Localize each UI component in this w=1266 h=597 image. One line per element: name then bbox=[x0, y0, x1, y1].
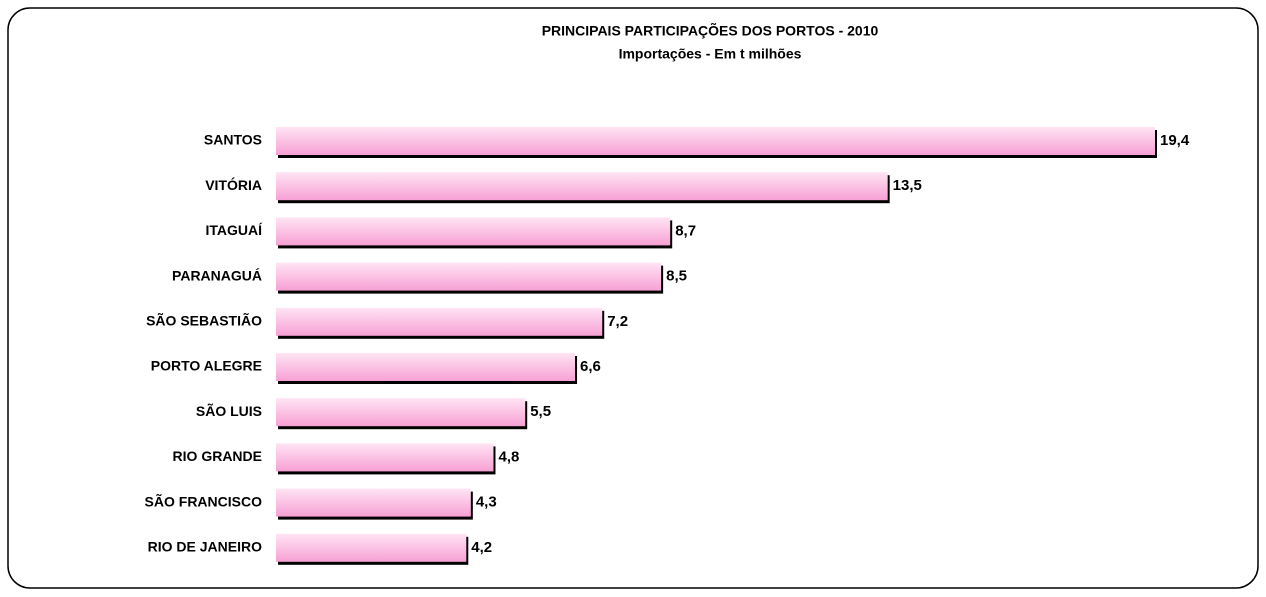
value-label: 8,5 bbox=[666, 268, 687, 285]
bar bbox=[276, 533, 467, 562]
value-label: 8,7 bbox=[675, 222, 696, 239]
bar bbox=[276, 443, 494, 472]
bar bbox=[276, 217, 671, 246]
category-label: SÃO LUIS bbox=[196, 402, 262, 419]
bar bbox=[276, 353, 576, 381]
category-label: VITÓRIA bbox=[205, 176, 262, 193]
chart-title: PRINCIPAIS PARTICIPAÇÕES DOS PORTOS - 20… bbox=[542, 22, 879, 39]
category-label: RIO DE JANEIRO bbox=[148, 539, 262, 555]
bar bbox=[276, 307, 603, 336]
category-label: SÃO SEBASTIÃO bbox=[146, 312, 262, 329]
category-label: SANTOS bbox=[204, 132, 262, 148]
bar bbox=[276, 172, 888, 201]
chart-subtitle: Importações - Em t milhões bbox=[619, 46, 802, 62]
category-label: ITAGUAÍ bbox=[205, 222, 263, 238]
category-label: RIO GRANDE bbox=[173, 448, 262, 464]
value-label: 6,6 bbox=[580, 358, 601, 375]
category-label: SÃO FRANCISCO bbox=[145, 492, 263, 509]
value-label: 4,2 bbox=[471, 539, 492, 556]
value-label: 5,5 bbox=[530, 403, 551, 420]
value-label: 7,2 bbox=[607, 313, 628, 330]
value-label: 19,4 bbox=[1160, 132, 1190, 149]
category-label: PARANAGUÁ bbox=[172, 267, 262, 283]
value-label: 4,3 bbox=[476, 494, 497, 511]
bar bbox=[276, 398, 526, 427]
bar bbox=[276, 262, 662, 291]
category-label: PORTO ALEGRE bbox=[151, 358, 262, 374]
bar bbox=[276, 488, 471, 517]
bar bbox=[276, 127, 1155, 155]
value-label: 4,8 bbox=[498, 448, 519, 465]
value-label: 13,5 bbox=[893, 177, 922, 194]
